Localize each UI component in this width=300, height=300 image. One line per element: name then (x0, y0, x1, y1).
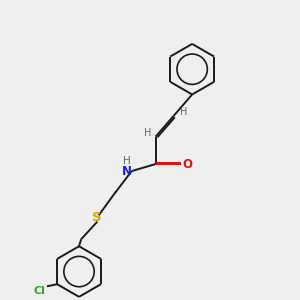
Text: H: H (123, 155, 131, 166)
Text: S: S (92, 211, 102, 224)
Text: Cl: Cl (34, 286, 46, 296)
Text: N: N (122, 165, 132, 178)
Text: O: O (182, 158, 192, 171)
Text: H: H (180, 107, 188, 117)
Text: H: H (144, 128, 152, 138)
